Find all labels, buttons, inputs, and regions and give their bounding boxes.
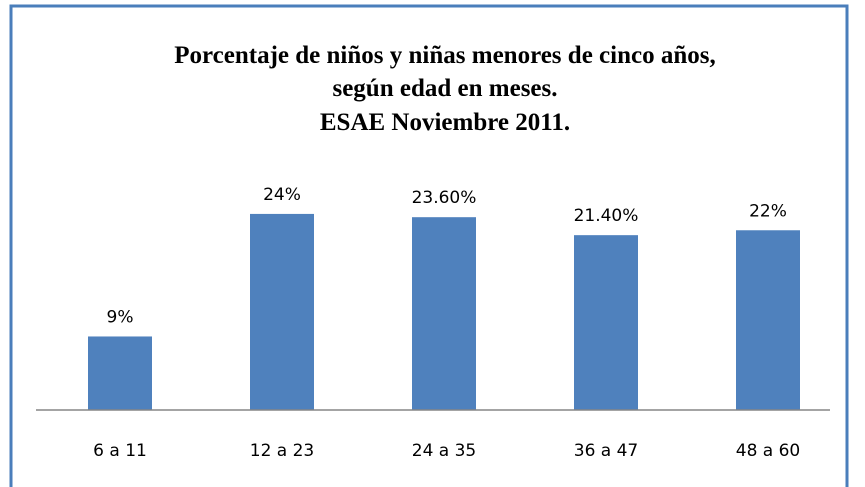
data-label: 9% <box>107 307 134 327</box>
bar <box>412 217 476 410</box>
data-label: 22% <box>749 201 787 221</box>
chart-title: según edad en meses. <box>332 75 557 102</box>
x-tick-label: 24 a 35 <box>412 441 477 461</box>
x-tick-label: 6 a 11 <box>93 441 147 461</box>
x-tick-label: 48 a 60 <box>736 441 801 461</box>
bar <box>574 235 638 410</box>
data-label: 21.40% <box>574 206 639 226</box>
chart-title: ESAE Noviembre 2011. <box>320 109 570 136</box>
bar <box>88 336 152 410</box>
data-label: 24% <box>263 185 301 205</box>
bar <box>736 230 800 410</box>
x-tick-label: 12 a 23 <box>250 441 315 461</box>
chart-title: Porcentaje de niños y niñas menores de c… <box>174 42 715 69</box>
bar <box>250 213 314 410</box>
data-label: 23.60% <box>412 188 477 208</box>
x-tick-label: 36 a 47 <box>574 441 639 461</box>
